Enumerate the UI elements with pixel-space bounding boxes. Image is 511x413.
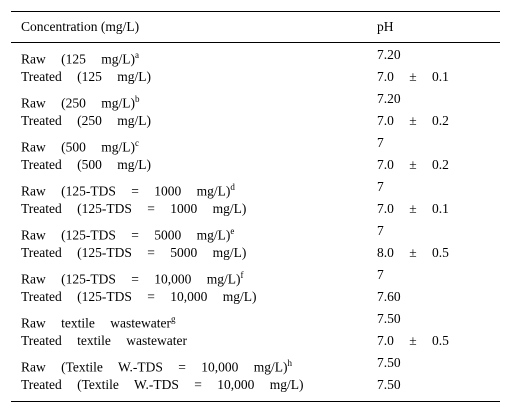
ph-value: 7.50 bbox=[377, 311, 401, 326]
label-text: Treated textile wastewater bbox=[21, 333, 187, 348]
row-label: Treated textile wastewater bbox=[21, 333, 187, 349]
top-rule bbox=[11, 11, 500, 12]
label-text: Raw (500 mg/L) bbox=[21, 139, 135, 155]
ph-value: 7.20 bbox=[377, 91, 401, 106]
ph-value: 7.60 bbox=[377, 289, 401, 304]
row-label: Treated (125 mg/L) bbox=[21, 69, 151, 85]
footnote-mark: d bbox=[230, 182, 235, 192]
ph-value: 7.0 ± 0.5 bbox=[377, 333, 449, 348]
header-cell: pH bbox=[377, 19, 394, 34]
ph-value: 7 bbox=[377, 267, 384, 282]
label-text: Raw (125 mg/L) bbox=[21, 51, 135, 67]
label-text: Treated (125-TDS = 1000 mg/L) bbox=[21, 201, 247, 216]
label-text: Raw (Textile W.-TDS = 10,000 mg/L) bbox=[21, 359, 288, 375]
row-label: Raw (125-TDS = 1000 mg/L)d bbox=[21, 179, 235, 200]
ph-value: 8.0 ± 0.5 bbox=[377, 245, 449, 260]
label-text: Treated (125-TDS = 5000 mg/L) bbox=[21, 245, 247, 260]
ph-value: 7 bbox=[377, 135, 384, 150]
row-label: Raw (125-TDS = 5000 mg/L)e bbox=[21, 223, 234, 244]
row-label: Treated (125-TDS = 5000 mg/L) bbox=[21, 245, 246, 261]
footnote-mark: e bbox=[230, 226, 235, 236]
row-label: Treated (125-TDS = 10,000 mg/L) bbox=[21, 289, 256, 305]
label-text: Treated (125 mg/L) bbox=[21, 69, 151, 84]
row-label: Raw (125 mg/L)a bbox=[21, 47, 139, 68]
label-text: Raw textile wastewater bbox=[21, 315, 171, 331]
bottom-rule bbox=[11, 401, 500, 402]
ph-value: 7.50 bbox=[377, 355, 401, 370]
ph-value: 7.0 ± 0.1 bbox=[377, 69, 449, 84]
row-label: Raw (Textile W.-TDS = 10,000 mg/L)h bbox=[21, 355, 292, 376]
row-label: Raw (125-TDS = 10,000 mg/L)f bbox=[21, 267, 243, 288]
label-text: Treated (500 mg/L) bbox=[21, 157, 151, 172]
row-label: Raw (250 mg/L)b bbox=[21, 91, 140, 112]
footnote-mark: c bbox=[135, 138, 139, 148]
ph-value: 7.0 ± 0.2 bbox=[377, 157, 449, 172]
footnote-mark: a bbox=[135, 50, 139, 60]
label-text: Treated (250 mg/L) bbox=[21, 113, 151, 128]
label-text: Treated (Textile W.-TDS = 10,000 mg/L) bbox=[21, 377, 304, 392]
row-label: Treated (125-TDS = 1000 mg/L) bbox=[21, 201, 246, 217]
footnote-mark: b bbox=[135, 94, 140, 104]
label-text: Raw (125-TDS = 10,000 mg/L) bbox=[21, 271, 241, 287]
ph-value: 7.0 ± 0.1 bbox=[377, 201, 449, 216]
ph-value: 7.20 bbox=[377, 47, 401, 62]
row-label: Raw textile wastewaterg bbox=[21, 311, 175, 332]
label-text: Raw (125-TDS = 5000 mg/L) bbox=[21, 227, 231, 243]
row-label: Treated (500 mg/L) bbox=[21, 157, 151, 173]
header-rule bbox=[11, 42, 500, 43]
ph-value: 7 bbox=[377, 179, 384, 194]
footnote-mark: f bbox=[240, 270, 244, 280]
label-text: Treated (125-TDS = 10,000 mg/L) bbox=[21, 289, 257, 304]
row-label: Treated (250 mg/L) bbox=[21, 113, 151, 129]
ph-value: 7.0 ± 0.2 bbox=[377, 113, 449, 128]
row-label: Raw (500 mg/L)c bbox=[21, 135, 139, 156]
footnote-mark: g bbox=[170, 314, 176, 324]
footnote-mark: h bbox=[287, 358, 293, 368]
ph-value: 7.50 bbox=[377, 377, 401, 392]
ph-value: 7 bbox=[377, 223, 384, 238]
label-text: Raw (125-TDS = 1000 mg/L) bbox=[21, 183, 231, 199]
row-label: Treated (Textile W.-TDS = 10,000 mg/L) bbox=[21, 377, 304, 393]
label-text: Raw (250 mg/L) bbox=[21, 95, 135, 111]
header-cell: Concentration (mg/L) bbox=[21, 19, 140, 34]
